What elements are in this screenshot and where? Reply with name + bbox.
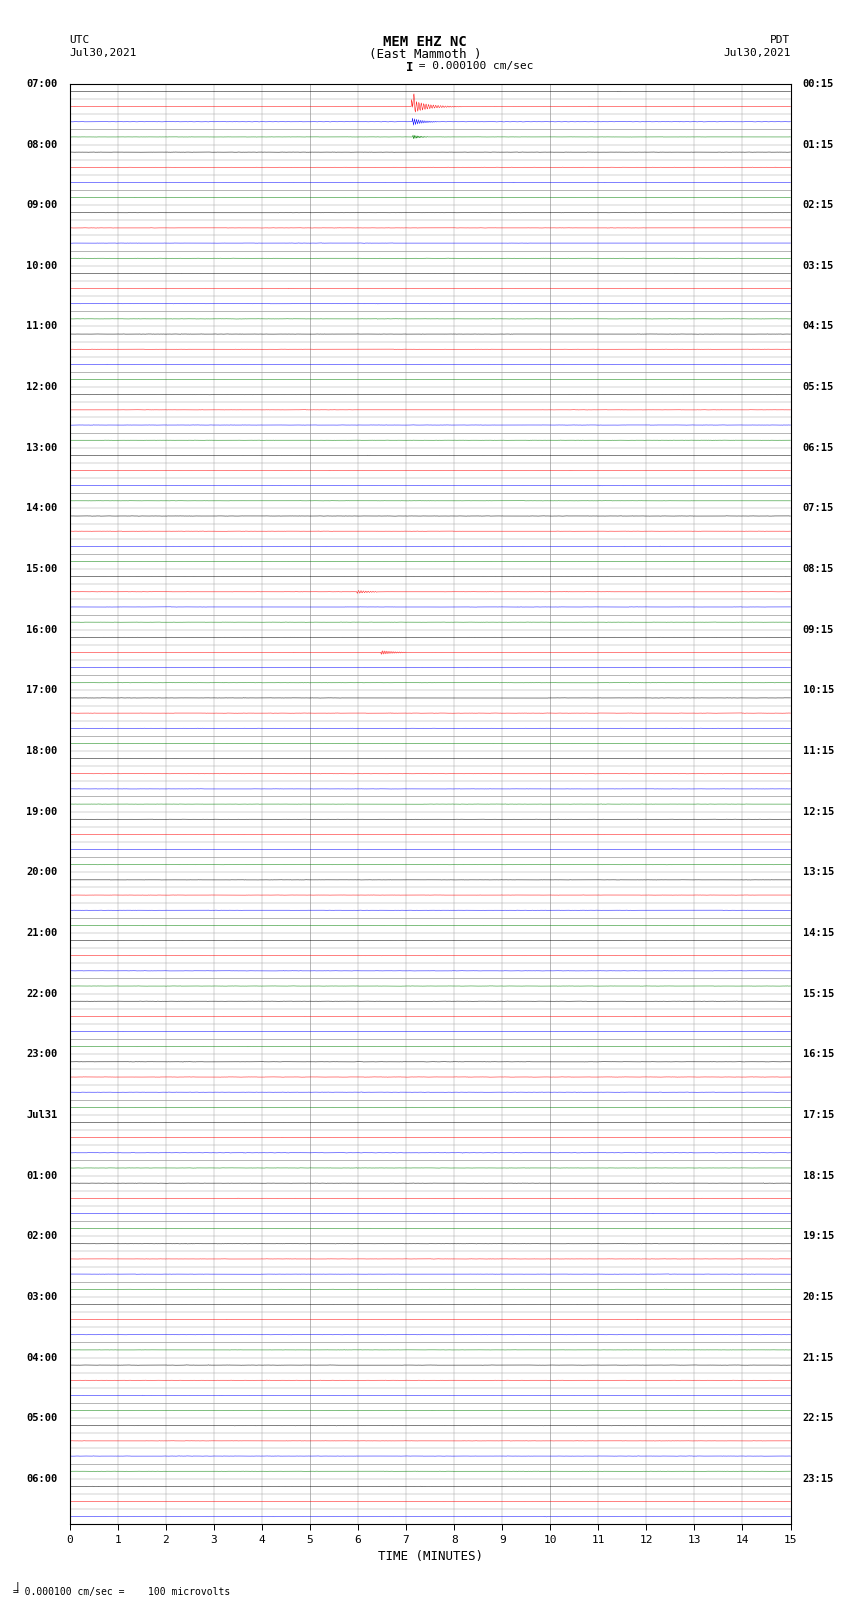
Text: 03:00: 03:00: [26, 1292, 58, 1302]
Text: MEM EHZ NC: MEM EHZ NC: [383, 35, 467, 50]
Text: 20:00: 20:00: [26, 868, 58, 877]
Text: |: |: [1, 1581, 21, 1592]
Text: 04:00: 04:00: [26, 1353, 58, 1363]
Text: 13:00: 13:00: [26, 444, 58, 453]
Text: 09:00: 09:00: [26, 200, 58, 210]
Text: 01:00: 01:00: [26, 1171, 58, 1181]
Text: 11:15: 11:15: [802, 747, 834, 756]
Text: PDT: PDT: [770, 35, 790, 45]
Text: = 0.000100 cm/sec: = 0.000100 cm/sec: [412, 61, 534, 71]
Text: 12:15: 12:15: [802, 806, 834, 816]
Text: 18:00: 18:00: [26, 747, 58, 756]
Text: 11:00: 11:00: [26, 321, 58, 331]
Text: Jul30,2021: Jul30,2021: [70, 48, 137, 58]
Text: 22:00: 22:00: [26, 989, 58, 998]
Text: 10:15: 10:15: [802, 686, 834, 695]
Text: 21:15: 21:15: [802, 1353, 834, 1363]
Text: UTC: UTC: [70, 35, 90, 45]
Text: 06:00: 06:00: [26, 1474, 58, 1484]
Text: 16:00: 16:00: [26, 624, 58, 634]
Text: 22:15: 22:15: [802, 1413, 834, 1423]
Text: 10:00: 10:00: [26, 261, 58, 271]
Text: 16:15: 16:15: [802, 1050, 834, 1060]
Text: Jul31: Jul31: [26, 1110, 58, 1119]
Text: 00:15: 00:15: [802, 79, 834, 89]
Text: 07:00: 07:00: [26, 79, 58, 89]
Text: 17:15: 17:15: [802, 1110, 834, 1119]
Text: 23:00: 23:00: [26, 1050, 58, 1060]
Text: 08:15: 08:15: [802, 565, 834, 574]
Text: 05:00: 05:00: [26, 1413, 58, 1423]
Text: 05:15: 05:15: [802, 382, 834, 392]
Text: 20:15: 20:15: [802, 1292, 834, 1302]
Text: 08:00: 08:00: [26, 140, 58, 150]
Text: (East Mammoth ): (East Mammoth ): [369, 48, 481, 61]
Text: 04:15: 04:15: [802, 321, 834, 331]
Text: 14:00: 14:00: [26, 503, 58, 513]
Text: 13:15: 13:15: [802, 868, 834, 877]
Text: 06:15: 06:15: [802, 444, 834, 453]
Text: I: I: [406, 61, 414, 74]
Text: 15:00: 15:00: [26, 565, 58, 574]
Text: 19:15: 19:15: [802, 1231, 834, 1240]
Text: 02:00: 02:00: [26, 1231, 58, 1240]
X-axis label: TIME (MINUTES): TIME (MINUTES): [377, 1550, 483, 1563]
Text: 01:15: 01:15: [802, 140, 834, 150]
Text: 15:15: 15:15: [802, 989, 834, 998]
Text: Jul30,2021: Jul30,2021: [723, 48, 791, 58]
Text: 14:15: 14:15: [802, 927, 834, 937]
Text: 18:15: 18:15: [802, 1171, 834, 1181]
Text: 17:00: 17:00: [26, 686, 58, 695]
Text: 12:00: 12:00: [26, 382, 58, 392]
Text: 09:15: 09:15: [802, 624, 834, 634]
Text: 02:15: 02:15: [802, 200, 834, 210]
Text: 19:00: 19:00: [26, 806, 58, 816]
Text: 23:15: 23:15: [802, 1474, 834, 1484]
Text: 21:00: 21:00: [26, 927, 58, 937]
Text: 03:15: 03:15: [802, 261, 834, 271]
Text: = 0.000100 cm/sec =    100 microvolts: = 0.000100 cm/sec = 100 microvolts: [7, 1587, 230, 1597]
Text: 07:15: 07:15: [802, 503, 834, 513]
